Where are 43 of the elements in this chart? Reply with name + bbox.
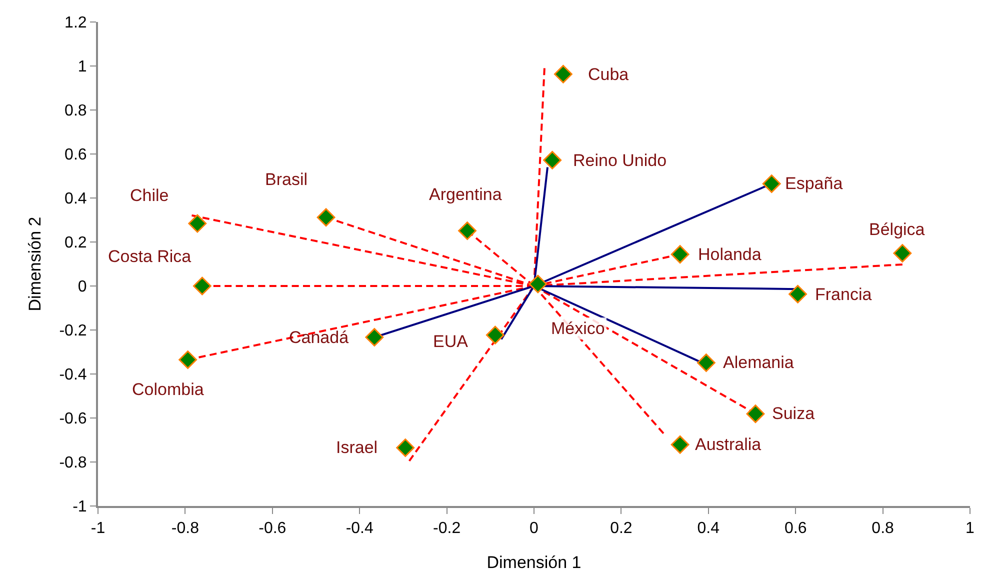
y-tick-label: 0.4 — [64, 190, 87, 208]
y-tick-label: -0.4 — [59, 366, 87, 384]
x-tick-label: -0.6 — [258, 520, 286, 538]
annotation: España — [785, 174, 844, 193]
annotation: Brasil — [265, 170, 308, 189]
y-tick-label: 0 — [78, 278, 87, 296]
y-tick-label: 0.6 — [64, 146, 87, 164]
y-axis-title: Dimensión 2 — [25, 216, 44, 312]
annotation: Bélgica — [869, 220, 926, 239]
annotation: Australia — [695, 435, 762, 454]
x-tick-label: -0.2 — [433, 520, 461, 538]
x-tick-label: 0 — [530, 520, 539, 538]
y-tick-label: -0.2 — [59, 322, 87, 340]
x-tick-label: 0.6 — [784, 520, 807, 538]
x-tick-label: -0.4 — [346, 520, 374, 538]
annotation: Reino Unido — [573, 151, 667, 170]
x-tick-label: 0.8 — [872, 520, 894, 538]
x-tick-label: 1 — [966, 520, 975, 538]
annotation: Colombia — [132, 380, 204, 399]
y-tick-label: -1 — [72, 498, 87, 516]
x-axis-title: Dimensión 1 — [486, 553, 582, 572]
y-tick-label: 0.8 — [64, 102, 87, 120]
annotation: Alemania — [723, 353, 794, 372]
y-tick-label: 0.2 — [64, 234, 87, 252]
annotation: Canadá — [289, 328, 350, 347]
annotation: Francia — [815, 285, 872, 304]
y-tick-label: -0.8 — [59, 454, 87, 472]
annotation: EUA — [433, 332, 469, 351]
x-tick-label: -0.8 — [171, 520, 200, 538]
y-tick-label: -0.6 — [59, 410, 87, 428]
annotation: Chile — [130, 186, 169, 205]
y-tick-label: 1.2 — [64, 14, 87, 32]
annotation: Cuba — [588, 65, 630, 84]
annotation: Suiza — [772, 404, 816, 423]
annotation: Argentina — [429, 185, 502, 204]
x-tick-label: 0.2 — [610, 520, 632, 538]
x-tick-label: 0.4 — [697, 520, 720, 538]
x-tick-label: -1 — [90, 520, 106, 538]
annotation: Holanda — [698, 245, 762, 264]
annotation: Israel — [336, 438, 378, 457]
annotation: México — [551, 319, 605, 338]
y-tick-label: 1 — [78, 58, 87, 76]
annotation: Costa Rica — [108, 247, 192, 266]
